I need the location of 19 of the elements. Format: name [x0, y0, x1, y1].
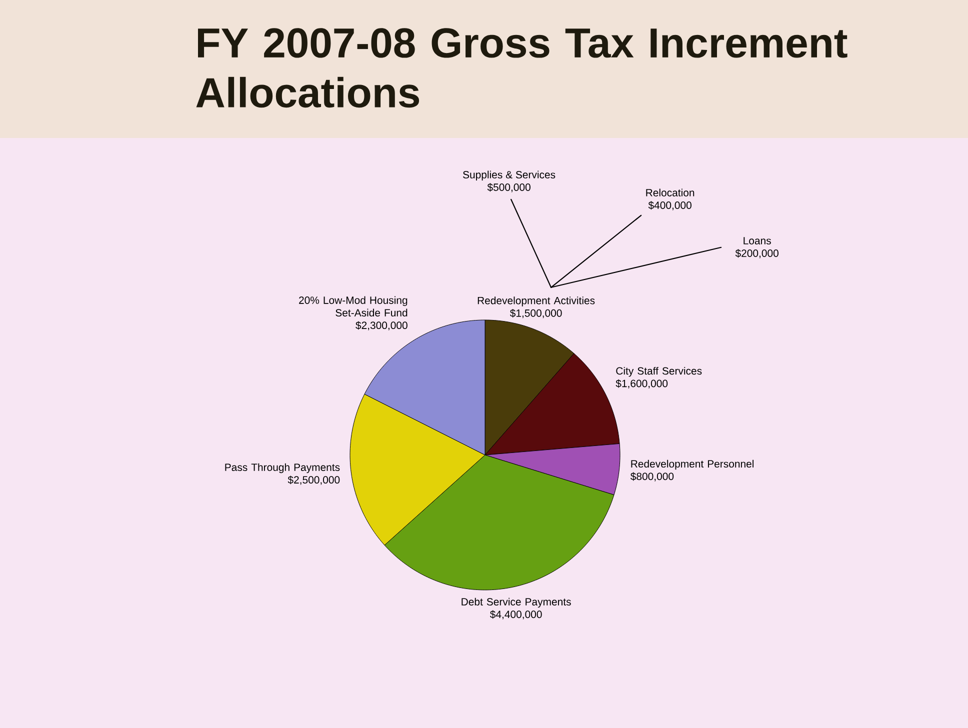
slice-label: Debt Service Payments: [462, 598, 571, 608]
slice-label: Pass Through Payments: [225, 463, 340, 474]
slice-label: City Staff Services: [616, 366, 702, 377]
slice-label: Redevelopment Activities: [478, 296, 595, 306]
data-label: $4,400,000: [490, 610, 542, 620]
slice-label: 20% Low-Mod Housing Set-Aside Fund: [299, 296, 408, 316]
text: $400,000: [648, 201, 692, 210]
text: $500,000: [487, 183, 530, 192]
chart-title: FY 2007-08 Gross Tax Increment Allocations: [196, 28, 848, 108]
data-label: $1,500,000: [510, 308, 562, 318]
data-label: $1,600,000: [616, 379, 668, 388]
text: Loans: [744, 237, 771, 244]
data-label: $800,000: [630, 472, 674, 482]
data-label: $2,300,000: [356, 321, 408, 330]
slice-label: Redevelopment Personnel: [631, 460, 754, 470]
text: Relocation: [646, 188, 694, 196]
text: $200,000: [735, 249, 778, 258]
data-label: $2,500,000: [288, 476, 340, 485]
text: Supplies & Services: [463, 170, 556, 180]
